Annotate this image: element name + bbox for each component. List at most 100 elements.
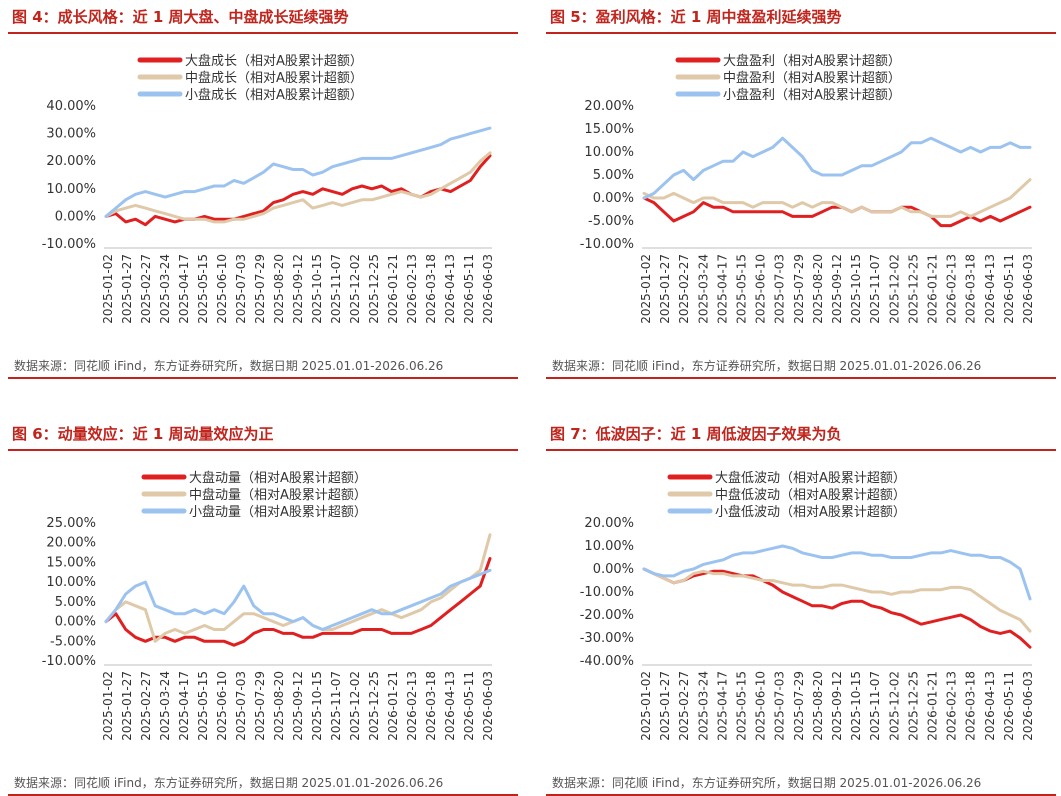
x-tick-label: 2025-04-17 (715, 671, 729, 741)
x-tick-label: 2025-07-03 (234, 254, 248, 324)
x-tick-label: 2025-12-02 (887, 671, 901, 741)
chart-panel: 图 7：低波因子：近 1 周低波因子效果为负大盘低波动（相对A股累计超额） 中盘低… (546, 421, 1056, 796)
figure-title: 图 4：成长风格：近 1 周大盘、中盘成长延续强势 (8, 4, 518, 34)
x-tick-label: 2025-07-29 (792, 671, 806, 741)
y-tick-label: 10.00% (584, 539, 634, 554)
y-tick-label: -30.00% (580, 631, 634, 646)
line-chart: 大盘成长（相对A股累计超额）中盘成长（相对A股累计超额）小盘成长（相对A股累计超… (42, 53, 495, 324)
legend-label: 大盘低波动（相对A股累计超额） (715, 470, 906, 486)
x-tick-label: 2026-04-13 (443, 671, 457, 741)
y-tick-label: -10.00% (42, 237, 96, 252)
x-tick-label: 2026-01-21 (386, 671, 400, 741)
series-line (104, 568, 492, 631)
x-tick-label: 2025-05-15 (735, 671, 749, 741)
x-tick-label: 2025-07-29 (253, 254, 267, 324)
x-tick-label: 2025-09-12 (830, 254, 844, 324)
x-tick-label: 2025-07-03 (773, 671, 787, 741)
x-tick-label: 2026-03-18 (964, 671, 978, 741)
x-tick-label: 2026-02-13 (945, 254, 959, 324)
y-tick-label: 20.00% (46, 154, 96, 169)
legend-label: 大盘成长（相对A股累计超额） (185, 53, 363, 69)
x-tick-label: 2026-01-21 (386, 254, 400, 324)
line-chart: 大盘低波动（相对A股累计超额）中盘低波动（相对A股累计超额）小盘低波动（相对A股… (580, 470, 1035, 741)
legend-label: 小盘成长（相对A股累计超额） (185, 87, 363, 103)
x-tick-label: 2025-08-20 (272, 671, 286, 741)
x-tick-label: 2025-12-02 (348, 254, 362, 324)
y-tick-label: 0.00% (55, 209, 96, 224)
x-tick-label: 2025-05-15 (196, 671, 210, 741)
data-source-note: 数据来源：同花顺 iFind，东方证券研究所，数据日期 2025.01.01-2… (546, 353, 1056, 379)
x-tick-label: 2025-01-02 (101, 254, 115, 324)
x-tick-label: 2025-03-24 (158, 254, 172, 324)
figure-title: 图 7：低波因子：近 1 周低波因子效果为负 (546, 421, 1056, 451)
x-tick-label: 2026-02-13 (945, 671, 959, 741)
x-tick-label: 2025-03-24 (696, 671, 710, 741)
x-tick-label: 2026-01-21 (926, 671, 940, 741)
x-tick-label: 2026-04-13 (983, 254, 997, 324)
series-line (104, 557, 492, 647)
y-tick-label: 15.00% (584, 122, 634, 137)
series-line (642, 178, 1032, 218)
x-tick-label: 2026-02-13 (405, 254, 419, 324)
x-tick-label: 2025-01-02 (639, 254, 653, 324)
x-tick-label: 2025-07-03 (234, 671, 248, 741)
chart-panel: 图 5：盈利风格：近 1 周中盘盈利延续强势 大盘盈利（相对A股累计超额） 中盘盈利… (546, 4, 1056, 379)
x-tick-label: 2025-12-02 (887, 254, 901, 324)
x-tick-label: 2025-01-27 (120, 254, 134, 324)
y-tick-label: -5.00% (588, 214, 634, 229)
x-tick-label: 2025-09-12 (830, 671, 844, 741)
data-source-note: 数据来源：同花顺 iFind，东方证券研究所，数据日期 2025.01.01-2… (8, 770, 518, 796)
x-tick-label: 2025-10-15 (310, 254, 324, 324)
x-tick-label: 2025-01-27 (120, 671, 134, 741)
x-tick-label: 2025-06-10 (215, 254, 229, 324)
legend-label: 中盘盈利（相对A股累计超额） (723, 70, 901, 86)
x-tick-label: 2026-05-11 (462, 671, 476, 741)
x-tick-label: 2025-05-15 (196, 254, 210, 324)
y-tick-label: 20.00% (584, 99, 634, 114)
x-tick-label: 2025-09-12 (291, 671, 305, 741)
y-tick-label: 25.00% (46, 516, 96, 531)
x-tick-label: 2025-04-17 (177, 254, 191, 324)
y-tick-label: -10.00% (580, 237, 634, 252)
series-line (642, 544, 1032, 601)
x-tick-label: 2026-06-03 (481, 671, 495, 741)
x-tick-label: 2026-06-03 (481, 254, 495, 324)
series-line (104, 151, 492, 224)
x-tick-label: 2026-05-11 (1002, 254, 1016, 324)
legend-label: 大盘动量（相对A股累计超额） (189, 470, 367, 486)
x-tick-label: 2025-06-10 (215, 671, 229, 741)
series-line (642, 196, 1032, 228)
x-tick-label: 2026-03-18 (424, 254, 438, 324)
chart-panel: 图 6：动量效应：近 1 周动量效应为正大盘动量（相对A股累计超额） 中盘动量（相… (8, 421, 518, 796)
x-tick-label: 2025-12-02 (348, 671, 362, 741)
y-tick-label: 0.00% (593, 562, 634, 577)
legend-label: 中盘动量（相对A股累计超额） (189, 487, 367, 503)
x-tick-label: 2025-02-27 (677, 254, 691, 324)
x-tick-label: 2025-01-27 (658, 671, 672, 741)
data-source-note: 数据来源：同花顺 iFind，东方证券研究所，数据日期 2025.01.01-2… (8, 353, 518, 379)
x-tick-label: 2025-08-20 (272, 254, 286, 324)
x-tick-label: 2025-03-24 (158, 671, 172, 741)
y-tick-label: -10.00% (42, 654, 96, 669)
x-tick-label: 2025-02-27 (139, 671, 153, 741)
x-tick-label: 2025-05-15 (735, 254, 749, 324)
x-tick-label: 2025-06-10 (754, 254, 768, 324)
legend-label: 中盘成长（相对A股累计超额） (185, 70, 363, 86)
y-tick-label: 5.00% (593, 168, 634, 183)
x-tick-label: 2026-04-13 (443, 254, 457, 324)
x-tick-label: 2025-08-20 (811, 254, 825, 324)
x-tick-label: 2025-01-02 (639, 671, 653, 741)
x-tick-label: 2025-10-15 (849, 671, 863, 741)
y-tick-label: -20.00% (580, 608, 634, 623)
x-tick-label: 2026-06-03 (1021, 254, 1035, 324)
x-tick-label: 2025-11-07 (329, 671, 343, 741)
line-chart: 大盘动量（相对A股累计超额）中盘动量（相对A股累计超额）小盘动量（相对A股累计超… (42, 470, 495, 741)
y-tick-label: 40.00% (46, 99, 96, 114)
x-tick-label: 2025-12-25 (367, 671, 381, 741)
y-tick-label: 10.00% (46, 575, 96, 590)
x-tick-label: 2026-03-18 (424, 671, 438, 741)
figure-title: 图 6：动量效应：近 1 周动量效应为正 (8, 421, 518, 451)
x-tick-label: 2025-02-27 (139, 254, 153, 324)
x-tick-label: 2026-05-11 (462, 254, 476, 324)
y-tick-label: -5.00% (50, 634, 96, 649)
